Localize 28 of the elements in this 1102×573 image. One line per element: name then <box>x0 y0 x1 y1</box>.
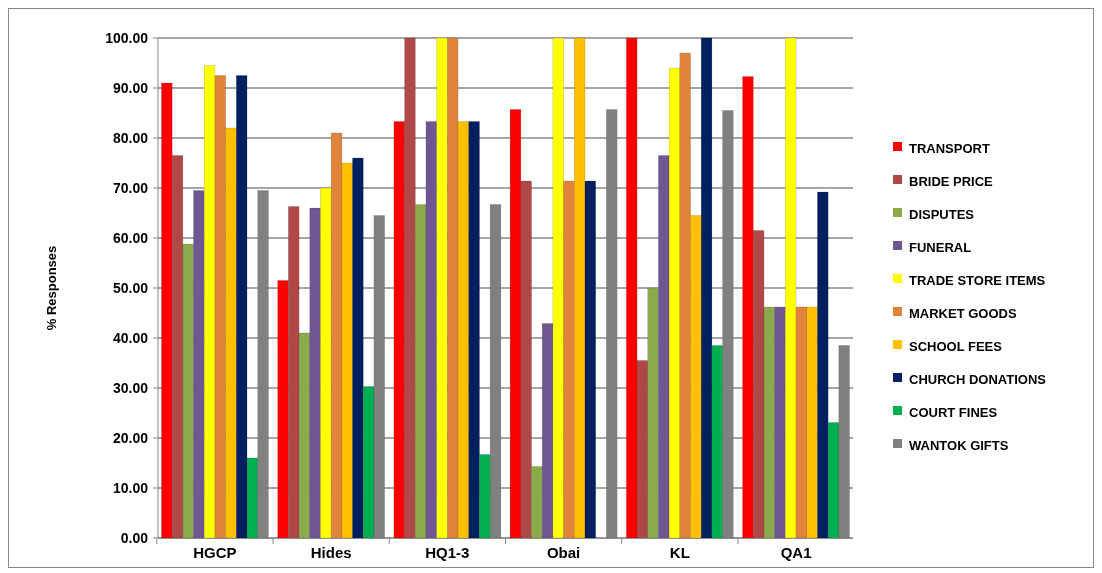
y-tick-label: 90.00 <box>112 79 149 96</box>
y-tick-label: 50.00 <box>112 279 149 296</box>
legend-label: MARKET GOODS <box>909 305 1017 321</box>
x-tick-label: KL <box>669 544 690 561</box>
y-tick-label: 70.00 <box>112 179 149 196</box>
y-tick-label: 20.00 <box>112 429 149 446</box>
x-tick-label: HQ1-3 <box>425 544 470 561</box>
x-tick-label: QA1 <box>780 544 812 561</box>
x-tick-label: Obai <box>546 544 581 561</box>
y-tick-label: 40.00 <box>112 329 149 346</box>
legend-label: FUNERAL <box>909 239 972 255</box>
legend-label: TRANSPORT <box>909 140 990 156</box>
y-tick-label: 80.00 <box>112 129 149 146</box>
y-tick-label: 0.00 <box>120 529 149 546</box>
legend-label: TRADE STORE ITEMS <box>909 272 1046 288</box>
y-tick-label: 100.00 <box>105 29 149 46</box>
legend-label: DISPUTES <box>909 206 975 222</box>
legend-label: CHURCH DONATIONS <box>909 371 1047 387</box>
legend-label: SCHOOL FEES <box>909 338 1003 354</box>
legend-label: BRIDE PRICE <box>909 173 994 189</box>
x-tick-label: Hides <box>310 544 352 561</box>
legend-label: WANTOK GIFTS <box>909 437 1009 453</box>
y-tick-label: 10.00 <box>112 479 149 496</box>
x-tick-label: HGCP <box>193 544 237 561</box>
y-axis-title: % Responses <box>44 245 59 331</box>
legend-label: COURT FINES <box>909 404 998 420</box>
y-tick-label: 30.00 <box>112 379 149 396</box>
y-tick-label: 60.00 <box>112 229 149 246</box>
